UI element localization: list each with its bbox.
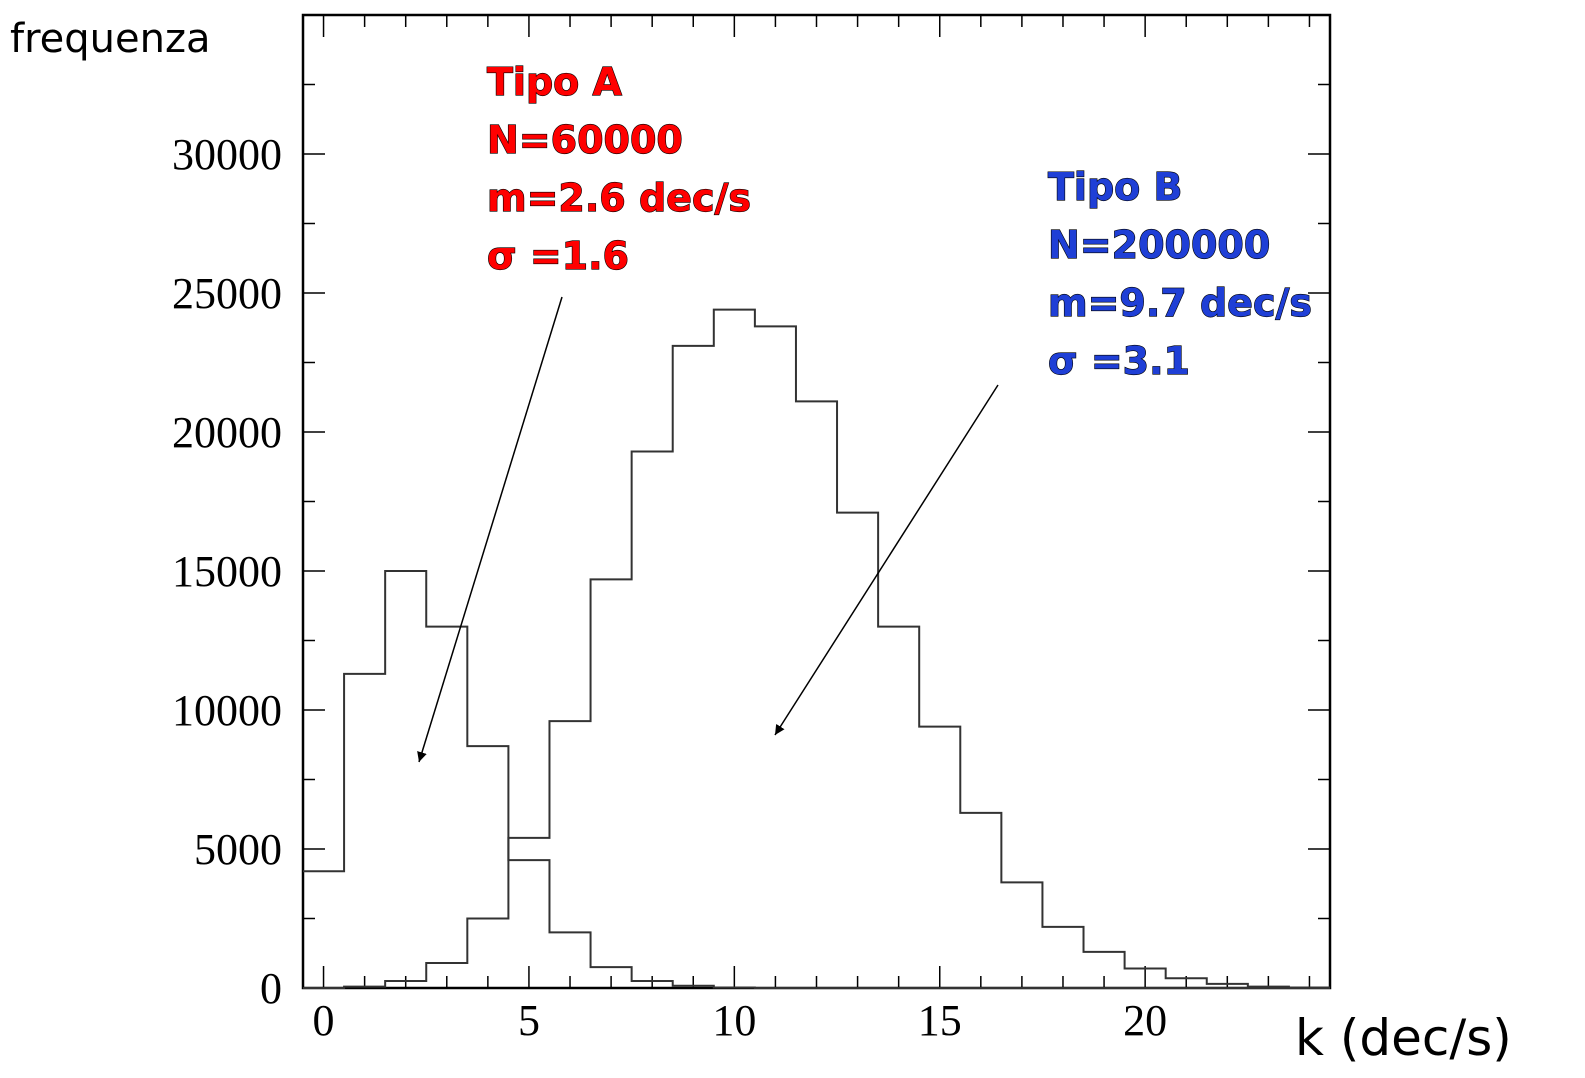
histogram-line-series-2 — [303, 308, 1330, 989]
x-tick-label: 5 — [518, 996, 540, 1045]
y-tick-label: 0 — [260, 964, 282, 1013]
annotation-arrow-b — [774, 384, 999, 736]
annotation-arrow-a — [417, 296, 563, 763]
y-tick-label: 30000 — [172, 130, 282, 179]
y-tick-label: 20000 — [172, 408, 282, 457]
annotation-line: Tipo A — [487, 60, 622, 104]
annotation-line: N=60000 — [487, 118, 683, 162]
series-annotations: Tipo A N=60000 m=2.6 dec/s σ =1.6 Tipo B N=20… — [486, 59, 1312, 383]
y-tick-label: 10000 — [172, 686, 282, 735]
x-tick-label: 10 — [712, 996, 756, 1045]
annotation-line: m=9.7 dec/s — [1048, 281, 1312, 325]
y-tick-label: 25000 — [172, 269, 282, 318]
y-tick-labels: 0 5000 10000 15000 20000 25000 30000 — [172, 130, 282, 1013]
x-axis-title: k (dec/s) — [1295, 1009, 1512, 1067]
annotation-line: σ =3.1 — [1048, 339, 1190, 383]
y-tick-label: 5000 — [194, 825, 282, 874]
annotation-line: N=200000 — [1048, 223, 1270, 267]
annotation-line: Tipo B — [1048, 165, 1182, 209]
x-tick-label: 0 — [313, 996, 335, 1045]
annotation-line: σ =1.6 — [487, 234, 629, 278]
histogram-line-series-1 — [303, 570, 1330, 989]
plot-frame — [301, 13, 1332, 990]
x-tick-label: 15 — [918, 996, 962, 1045]
x-tick-labels: 0 5 10 15 20 — [313, 996, 1168, 1045]
y-tick-label: 15000 — [172, 547, 282, 596]
y-axis-title: frequenza — [10, 16, 210, 62]
histogram-series — [303, 308, 1330, 989]
annotation-line: m=2.6 dec/s — [487, 176, 751, 220]
axis-ticks — [303, 14, 1330, 989]
x-tick-label: 20 — [1123, 996, 1167, 1045]
